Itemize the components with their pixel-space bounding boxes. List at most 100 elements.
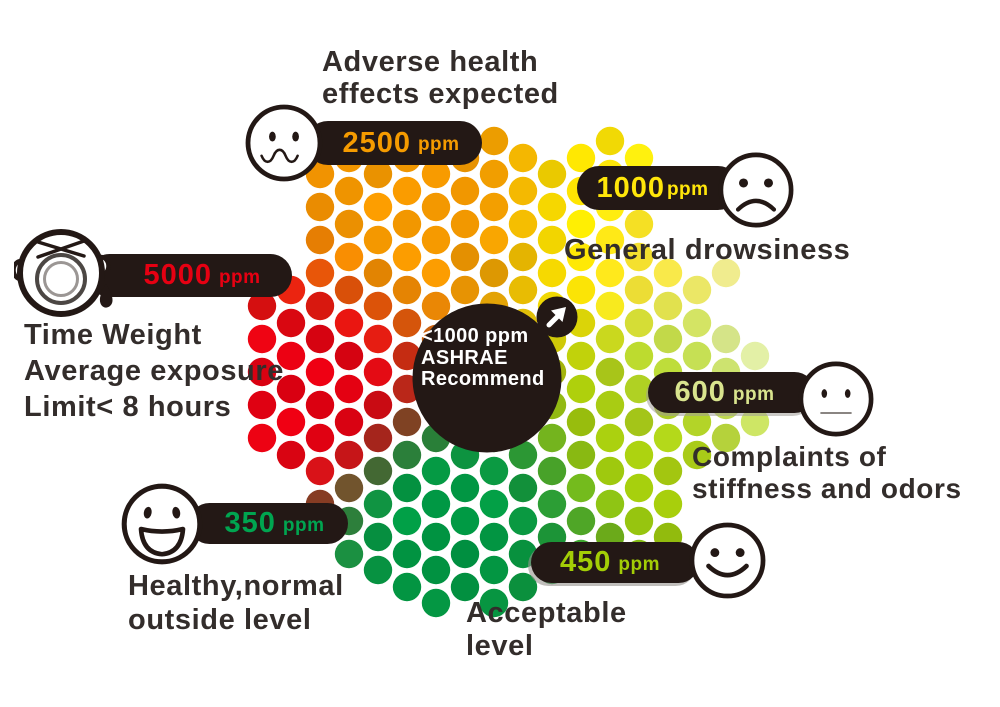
heading-time-weight-limit: Time Weight Average exposure Limit< 8 ho… [24, 317, 284, 425]
ashrae-recommend-text: <1000 ppm ASHRAE Recommend [421, 325, 571, 391]
halftone-dot [421, 522, 451, 552]
bubble-line: <1000 ppm [421, 325, 529, 347]
heading-line: outside level [128, 604, 312, 636]
halftone-dot [421, 291, 451, 321]
halftone-dot [479, 192, 509, 222]
halftone-dot [450, 539, 480, 569]
badge-450ppm: 450 ppm [531, 542, 699, 583]
halftone-dot [595, 126, 625, 156]
halftone-dot [595, 489, 625, 519]
halftone-dot [682, 308, 712, 338]
halftone-dot [392, 242, 422, 272]
halftone-dot [508, 539, 538, 569]
halftone-dot [247, 390, 277, 420]
halftone-dot [247, 324, 277, 354]
halftone-dot [305, 456, 335, 486]
halftone-dot [479, 522, 509, 552]
halftone-dot [363, 390, 393, 420]
halftone-dot [421, 588, 451, 618]
halftone-dot [363, 291, 393, 321]
badge-600ppm: 600 ppm [648, 372, 815, 413]
halftone-dot [566, 242, 596, 272]
ppm-value: 600 [674, 376, 726, 408]
halftone-dot [508, 143, 538, 173]
halftone-dot [537, 192, 567, 222]
halftone-dot [334, 308, 364, 338]
halftone-dot [363, 555, 393, 585]
halftone-dot [566, 440, 596, 470]
halftone-dot [653, 258, 683, 288]
halftone-dot [537, 225, 567, 255]
halftone-dot [334, 341, 364, 371]
heading-line: stiffness and odors [692, 473, 962, 504]
halftone-dot [624, 374, 654, 404]
halftone-dot [450, 473, 480, 503]
halftone-dot [392, 572, 422, 602]
halftone-dot [653, 423, 683, 453]
halftone-dot [508, 209, 538, 239]
halftone-dot [334, 275, 364, 305]
halftone-dot [479, 159, 509, 189]
halftone-dot [247, 423, 277, 453]
heading-adverse-health: Adverse health effects expected [322, 46, 559, 110]
halftone-dot [566, 506, 596, 536]
halftone-dot [508, 242, 538, 272]
halftone-dot [276, 407, 306, 437]
heading-line: effects expected [322, 78, 559, 110]
halftone-dot [566, 374, 596, 404]
heading-line: Adverse health [322, 46, 539, 78]
halftone-dot [392, 308, 422, 338]
halftone-dot [334, 440, 364, 470]
halftone-dot [537, 159, 567, 189]
halftone-dot [624, 506, 654, 536]
heading-healthy-outside: Healthy,normal outside level [128, 569, 344, 637]
badge-350ppm: 350 ppm [189, 503, 348, 544]
halftone-dot [305, 390, 335, 420]
halftone-dot [305, 225, 335, 255]
neutral-face-icon [798, 361, 874, 437]
ppm-value: 2500 [342, 126, 411, 159]
halftone-dot [363, 258, 393, 288]
halftone-dot [508, 473, 538, 503]
halftone-dot [392, 275, 422, 305]
halftone-dot [392, 473, 422, 503]
halftone-dot [450, 242, 480, 272]
halftone-dot [653, 291, 683, 321]
halftone-dot [508, 572, 538, 602]
halftone-dot [740, 341, 770, 371]
halftone-dot [334, 539, 364, 569]
ppm-unit: ppm [732, 383, 775, 405]
heading-line: Average exposure [24, 355, 284, 387]
halftone-dot [653, 324, 683, 354]
halftone-dot [421, 456, 451, 486]
halftone-dot [653, 456, 683, 486]
halftone-dot [537, 258, 567, 288]
halftone-dot [595, 390, 625, 420]
halftone-dot [421, 555, 451, 585]
halftone-dot [392, 407, 422, 437]
heading-general-drowsiness: General drowsiness [564, 234, 850, 267]
heading-line: level [466, 630, 534, 662]
arrow-up-right-icon [546, 307, 566, 328]
heading-line: Acceptable [466, 597, 627, 629]
ppm-unit: ppm [218, 266, 261, 288]
halftone-dot [479, 555, 509, 585]
ashrae-recommend-bubble [412, 296, 578, 453]
badge-2500ppm: 2500 ppm [306, 121, 482, 165]
halftone-dot [392, 176, 422, 206]
halftone-dot [624, 341, 654, 371]
ppm-unit: ppm [282, 514, 325, 536]
halftone-dot [421, 192, 451, 222]
halftone-dot [450, 275, 480, 305]
halftone-dot [711, 258, 741, 288]
halftone-dot [537, 489, 567, 519]
halftone-dot [276, 308, 306, 338]
halftone-dot [450, 572, 480, 602]
halftone-dot [450, 506, 480, 536]
halftone-dot [566, 341, 596, 371]
halftone-dot [479, 489, 509, 519]
halftone-dot [566, 209, 596, 239]
dizzy-face-icon [14, 229, 113, 317]
halftone-dot [711, 324, 741, 354]
halftone-dot [305, 258, 335, 288]
